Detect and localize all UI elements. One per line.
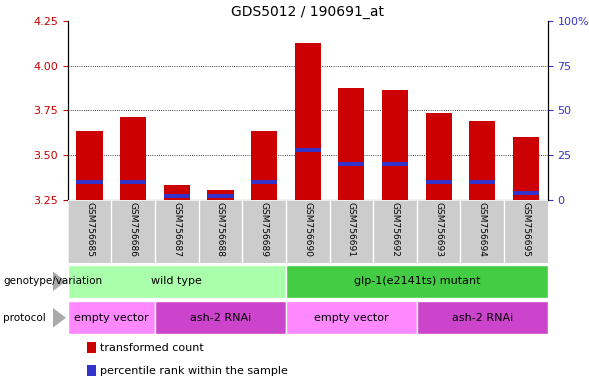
Bar [417,301,548,334]
Bar [68,200,111,263]
Bar [294,148,321,152]
Bar [513,190,539,195]
Bar [207,190,234,200]
Bar [382,162,408,166]
Bar [155,200,198,263]
Bar [294,43,321,200]
Bar [164,184,190,200]
Bar [286,265,548,298]
Bar [417,200,461,263]
Bar [207,194,234,198]
Text: percentile rank within the sample: percentile rank within the sample [101,366,289,376]
Polygon shape [53,271,66,291]
Text: ash-2 RNAi: ash-2 RNAi [190,313,251,323]
Text: protocol: protocol [3,313,46,323]
Bar [513,137,539,200]
Text: GSM756695: GSM756695 [521,202,531,257]
Bar [330,200,373,263]
Bar [338,162,365,166]
Text: GSM756687: GSM756687 [173,202,181,257]
Bar [461,200,504,263]
Text: wild type: wild type [151,276,202,286]
Bar [111,200,155,263]
Bar [426,113,452,200]
Text: empty vector: empty vector [314,313,389,323]
Bar [286,301,417,334]
Bar [504,200,548,263]
Bar [251,180,277,184]
Text: ash-2 RNAi: ash-2 RNAi [452,313,513,323]
Text: GSM756689: GSM756689 [260,202,269,257]
Bar [164,194,190,198]
Bar [120,117,146,200]
Text: empty vector: empty vector [74,313,148,323]
Text: glp-1(e2141ts) mutant: glp-1(e2141ts) mutant [353,276,480,286]
Text: GSM756691: GSM756691 [347,202,356,257]
Bar [382,90,408,200]
Title: GDS5012 / 190691_at: GDS5012 / 190691_at [231,5,384,19]
Bar [87,342,96,353]
Bar [251,131,277,200]
Bar [286,200,330,263]
Text: GSM756692: GSM756692 [391,202,399,257]
Text: GSM756690: GSM756690 [303,202,312,257]
Text: GSM756694: GSM756694 [478,202,487,257]
Bar [469,180,495,184]
Bar [155,301,286,334]
Polygon shape [53,308,66,328]
Bar [373,200,417,263]
Bar [68,265,286,298]
Bar [198,200,242,263]
Bar [68,301,155,334]
Bar [242,200,286,263]
Text: transformed count: transformed count [101,343,204,353]
Text: GSM756685: GSM756685 [85,202,94,257]
Bar [77,131,102,200]
Bar [77,180,102,184]
Bar [469,121,495,200]
Text: GSM756693: GSM756693 [434,202,443,257]
Text: GSM756686: GSM756686 [128,202,138,257]
Bar [120,180,146,184]
Text: GSM756688: GSM756688 [216,202,225,257]
Bar [338,88,365,200]
Text: genotype/variation: genotype/variation [3,276,102,286]
Bar [426,180,452,184]
Bar [87,365,96,376]
